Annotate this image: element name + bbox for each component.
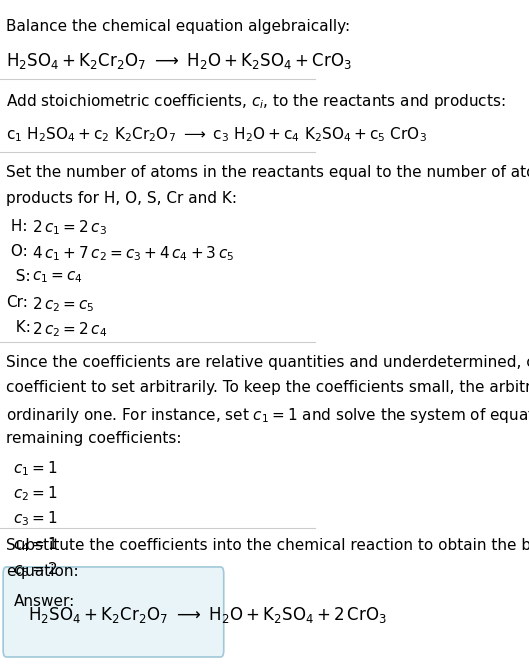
Text: H:: H: [6, 219, 28, 233]
Text: $2\,c_1 = 2\,c_3$: $2\,c_1 = 2\,c_3$ [32, 219, 106, 237]
Text: $2\,c_2 = 2\,c_4$: $2\,c_2 = 2\,c_4$ [32, 320, 107, 339]
Text: $c_3 = 1$: $c_3 = 1$ [13, 510, 57, 528]
Text: Since the coefficients are relative quantities and underdetermined, choose a: Since the coefficients are relative quan… [6, 355, 529, 370]
Text: products for H, O, S, Cr and K:: products for H, O, S, Cr and K: [6, 191, 238, 205]
Text: K:: K: [6, 320, 31, 335]
Text: coefficient to set arbitrarily. To keep the coefficients small, the arbitrary va: coefficient to set arbitrarily. To keep … [6, 380, 529, 395]
Text: remaining coefficients:: remaining coefficients: [6, 431, 182, 446]
FancyBboxPatch shape [3, 567, 224, 657]
Text: $\mathrm{c_1\ H_2SO_4 + c_2\ K_2Cr_2O_7 \ \longrightarrow \ c_3\ H_2O + c_4\ K_2: $\mathrm{c_1\ H_2SO_4 + c_2\ K_2Cr_2O_7 … [6, 125, 427, 144]
Text: $2\,c_2 = c_5$: $2\,c_2 = c_5$ [32, 295, 94, 313]
Text: equation:: equation: [6, 564, 79, 578]
Text: Set the number of atoms in the reactants equal to the number of atoms in the: Set the number of atoms in the reactants… [6, 165, 529, 180]
Text: Balance the chemical equation algebraically:: Balance the chemical equation algebraica… [6, 19, 350, 33]
Text: Cr:: Cr: [6, 295, 28, 309]
Text: Answer:: Answer: [14, 594, 76, 608]
Text: $4\,c_1 + 7\,c_2 = c_3 + 4\,c_4 + 3\,c_5$: $4\,c_1 + 7\,c_2 = c_3 + 4\,c_4 + 3\,c_5… [32, 244, 234, 263]
Text: Add stoichiometric coefficients, $c_i$, to the reactants and products:: Add stoichiometric coefficients, $c_i$, … [6, 92, 506, 111]
Text: S:: S: [6, 269, 31, 284]
Text: Substitute the coefficients into the chemical reaction to obtain the balanced: Substitute the coefficients into the che… [6, 538, 529, 553]
Text: O:: O: [6, 244, 28, 259]
Text: $c_5 = 2$: $c_5 = 2$ [13, 560, 57, 579]
Text: $\mathrm{H_2SO_4 + K_2Cr_2O_7 \ \longrightarrow \ H_2O + K_2SO_4 + 2\,CrO_3}$: $\mathrm{H_2SO_4 + K_2Cr_2O_7 \ \longrig… [29, 605, 387, 625]
Text: $c_2 = 1$: $c_2 = 1$ [13, 484, 57, 503]
Text: ordinarily one. For instance, set $c_1 = 1$ and solve the system of equations fo: ordinarily one. For instance, set $c_1 =… [6, 406, 529, 424]
Text: $c_1 = 1$: $c_1 = 1$ [13, 459, 57, 478]
Text: $c_4 = 1$: $c_4 = 1$ [13, 535, 57, 554]
Text: $\mathrm{H_2SO_4 + K_2Cr_2O_7 \ \longrightarrow \ H_2O + K_2SO_4 + CrO_3}$: $\mathrm{H_2SO_4 + K_2Cr_2O_7 \ \longrig… [6, 51, 352, 71]
Text: $c_1 = c_4$: $c_1 = c_4$ [32, 269, 83, 285]
